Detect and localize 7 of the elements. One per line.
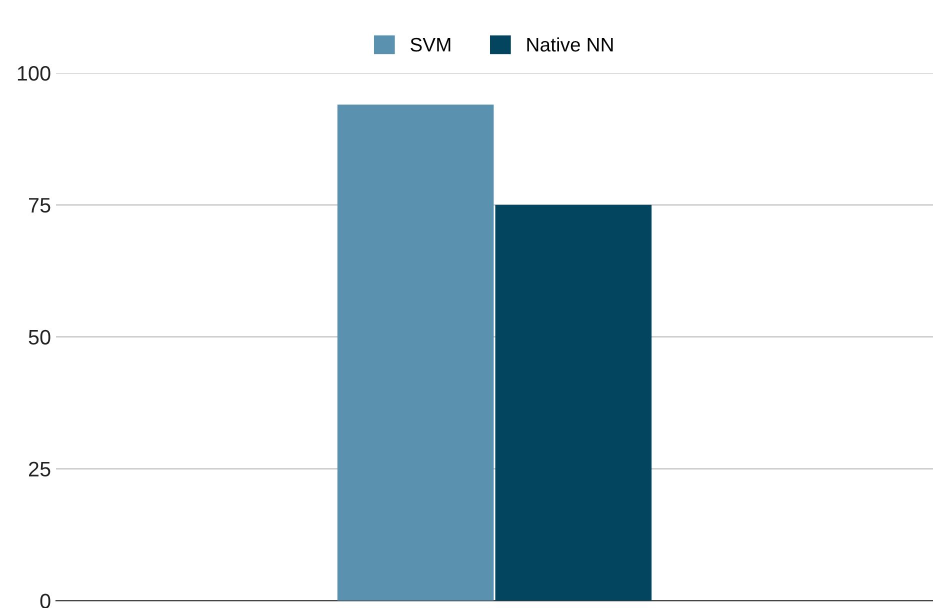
- y-tick-label: 100: [18, 66, 50, 81]
- y-tick-label: 50: [28, 330, 50, 345]
- legend-label: SVM: [410, 38, 450, 52]
- legend-label: Native NN: [527, 37, 613, 52]
- y-tick-label: 25: [28, 462, 50, 477]
- y-tick-label: 75: [29, 198, 50, 213]
- y-tick-label: 0: [40, 594, 50, 608]
